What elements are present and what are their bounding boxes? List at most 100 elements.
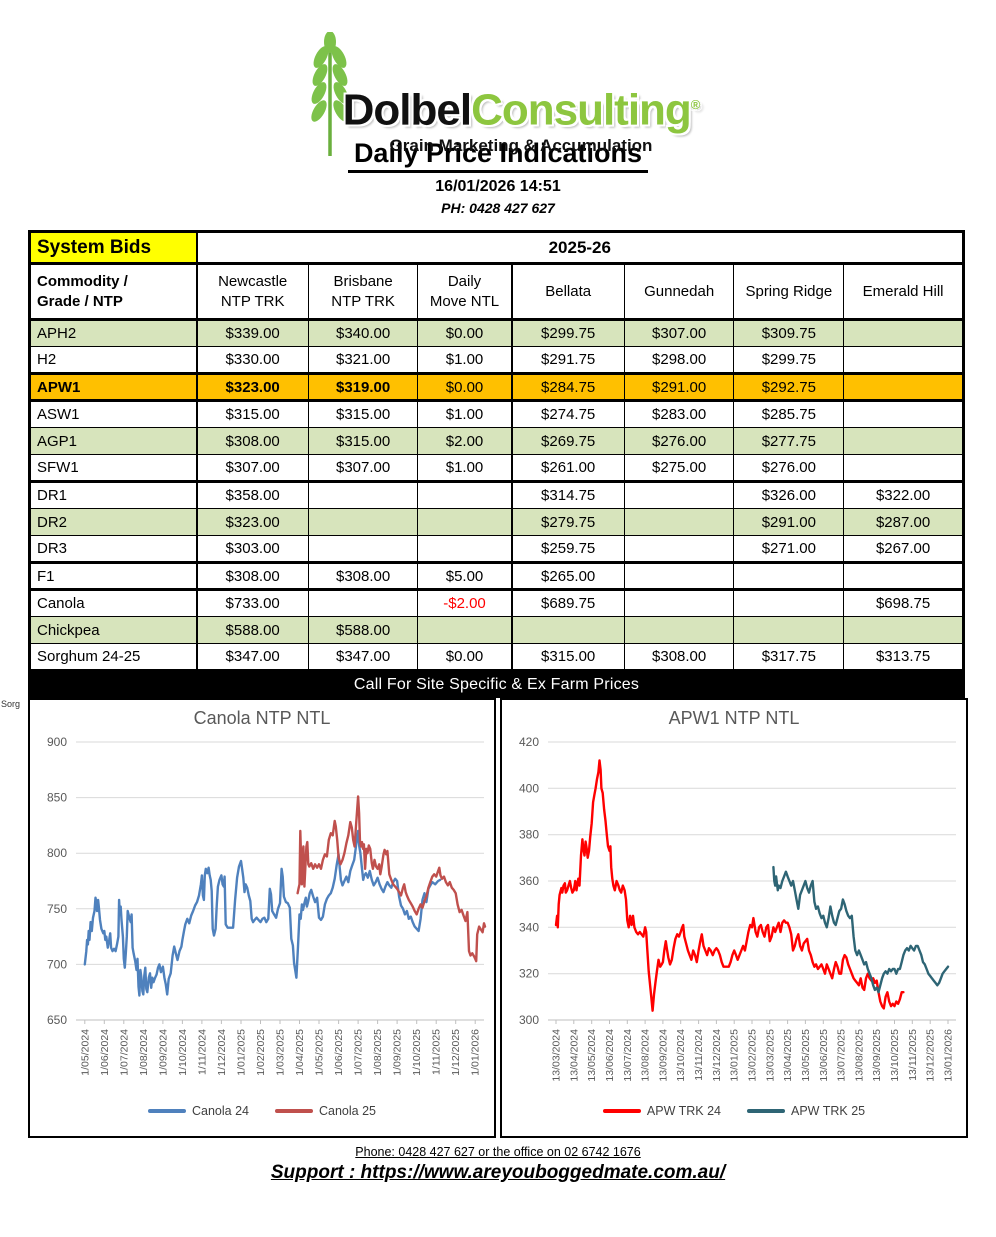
svg-text:13/06/2025: 13/06/2025 <box>818 1029 830 1082</box>
report-datetime: 16/01/2026 14:51 <box>435 178 561 195</box>
svg-text:13/12/2025: 13/12/2025 <box>925 1029 937 1082</box>
price-cell <box>307 508 419 536</box>
brand-name-consulting: Consulting <box>471 85 692 135</box>
price-cell <box>417 616 513 644</box>
price-cell <box>843 346 964 374</box>
svg-text:800: 800 <box>47 846 67 860</box>
price-cell: $303.00 <box>196 535 309 564</box>
price-cell: $307.00 <box>623 319 735 347</box>
column-header-row: Commodity / Grade / NTP Newcastle NTP TRK Br… <box>28 263 964 321</box>
price-cell: $269.75 <box>511 427 625 455</box>
canola-chart-title: Canola NTP NTL <box>193 708 331 728</box>
table-row: DR1 $358.00 $314.75 $326.00 $322.00 <box>28 481 964 509</box>
price-cell: $326.00 <box>733 481 845 509</box>
price-cell <box>733 616 845 644</box>
price-cell: $299.75 <box>511 319 625 347</box>
price-cell: $285.75 <box>733 400 845 428</box>
legend-item: APW TRK 25 <box>747 1104 865 1118</box>
svg-text:340: 340 <box>519 920 539 934</box>
price-cell: $267.00 <box>843 535 964 564</box>
clipped-text-artifact: Sorg <box>1 699 21 709</box>
price-cell: $308.00 <box>196 427 309 455</box>
commodity-cell: H2 <box>28 346 198 374</box>
system-bids-label: System Bids <box>28 231 198 265</box>
column-header: Brisbane NTP TRK <box>307 263 419 321</box>
column-header: Gunnedah <box>623 263 735 321</box>
table-row: SFW1 $307.00 $307.00 $1.00 $261.00 $275.00 $27… <box>28 454 964 483</box>
price-cell: $588.00 <box>196 616 309 644</box>
price-cell: -$2.00 <box>417 589 513 617</box>
charts-section: Canola NTP NTL 650 700 750 800 850 900 1/05/20… <box>28 698 968 1138</box>
commodity-cell: ASW1 <box>28 400 198 428</box>
price-cell: $308.00 <box>623 643 735 671</box>
column-header: Commodity / Grade / NTP <box>28 263 198 321</box>
price-cell: $261.00 <box>511 454 625 483</box>
svg-text:1/06/2025: 1/06/2025 <box>333 1029 345 1076</box>
commodity-cell: F1 <box>28 562 198 591</box>
svg-text:1/04/2025: 1/04/2025 <box>294 1029 306 1076</box>
canola-chart: Canola NTP NTL 650 700 750 800 850 900 1/05/20… <box>28 698 496 1138</box>
svg-text:13/04/2024: 13/04/2024 <box>568 1029 580 1082</box>
season-header-row: System Bids 2025-26 <box>28 231 964 265</box>
svg-text:750: 750 <box>47 902 67 916</box>
price-cell: $274.75 <box>511 400 625 428</box>
svg-text:1/08/2024: 1/08/2024 <box>138 1029 150 1076</box>
column-header: Newcastle NTP TRK <box>196 263 309 321</box>
price-cell: $323.00 <box>196 372 309 402</box>
price-cell: $279.75 <box>511 508 625 536</box>
price-table-body: APH2 $339.00 $340.00 $0.00 $299.75 $307.00 $30… <box>28 319 964 671</box>
svg-text:13/05/2024: 13/05/2024 <box>586 1029 598 1082</box>
canola-chart-plot: 650 700 750 800 850 900 1/05/2024 1/06/2024 1/07… <box>47 735 487 1076</box>
price-cell <box>843 372 964 402</box>
price-cell <box>623 535 735 564</box>
price-cell: $733.00 <box>196 589 309 617</box>
svg-text:1/05/2024: 1/05/2024 <box>79 1029 91 1076</box>
price-cell: $340.00 <box>307 319 419 347</box>
price-cell: $307.00 <box>307 454 419 483</box>
commodity-cell: DR1 <box>28 481 198 509</box>
commodity-cell: SFW1 <box>28 454 198 483</box>
legend-item: Canola 25 <box>275 1104 376 1118</box>
price-cell <box>623 562 735 591</box>
svg-text:13/06/2024: 13/06/2024 <box>604 1029 616 1082</box>
registered-mark: ® <box>690 97 701 112</box>
svg-text:1/07/2024: 1/07/2024 <box>118 1029 130 1076</box>
svg-text:13/10/2025: 13/10/2025 <box>889 1029 901 1082</box>
svg-text:13/08/2025: 13/08/2025 <box>853 1029 865 1082</box>
price-cell: $315.00 <box>307 400 419 428</box>
price-cell: $314.75 <box>511 481 625 509</box>
table-row: H2 $330.00 $321.00 $1.00 $291.75 $298.00 $299.… <box>28 346 964 374</box>
price-cell: $1.00 <box>417 346 513 374</box>
price-cell: $276.00 <box>733 454 845 483</box>
price-cell: $291.00 <box>623 372 735 402</box>
svg-text:13/09/2024: 13/09/2024 <box>657 1029 669 1082</box>
price-cell <box>623 589 735 617</box>
column-header: Bellata <box>511 263 625 321</box>
price-cell: $265.00 <box>511 562 625 591</box>
svg-text:13/03/2025: 13/03/2025 <box>764 1029 776 1082</box>
column-header: Spring Ridge <box>733 263 845 321</box>
footer-support-link[interactable]: Support : https://www.areyouboggedmate.c… <box>270 1162 726 1183</box>
table-row: AGP1 $308.00 $315.00 $2.00 $269.75 $276.00 $27… <box>28 427 964 455</box>
brand-text: DolbelConsulting® Grain Marketing & Accu… <box>343 32 701 156</box>
price-cell: $308.00 <box>196 562 309 591</box>
legend-line-swatch <box>275 1109 313 1113</box>
call-banner: Call For Site Specific & Ex Farm Prices <box>28 672 965 698</box>
price-cell: $347.00 <box>196 643 309 671</box>
price-cell: $275.00 <box>623 454 735 483</box>
legend-label: APW TRK 24 <box>646 1104 721 1118</box>
price-cell: $330.00 <box>196 346 309 374</box>
svg-text:420: 420 <box>519 735 539 749</box>
svg-text:650: 650 <box>47 1013 67 1027</box>
price-cell <box>511 616 625 644</box>
system-bids-table: System Bids 2025-26 Commodity / Grade / N… <box>28 230 965 672</box>
apw1-chart: APW1 NTP NTL 300 320 340 360 380 400 420 13/03/… <box>500 698 968 1138</box>
svg-text:13/12/2024: 13/12/2024 <box>711 1029 723 1082</box>
svg-text:1/10/2024: 1/10/2024 <box>177 1029 189 1076</box>
svg-text:13/05/2025: 13/05/2025 <box>800 1029 812 1082</box>
svg-text:1/06/2024: 1/06/2024 <box>99 1029 111 1076</box>
price-cell: $277.75 <box>733 427 845 455</box>
commodity-cell: DR3 <box>28 535 198 564</box>
svg-text:700: 700 <box>47 957 67 971</box>
footer-phone-line: Phone: 0428 427 627 or the office on 02 … <box>355 1145 641 1159</box>
